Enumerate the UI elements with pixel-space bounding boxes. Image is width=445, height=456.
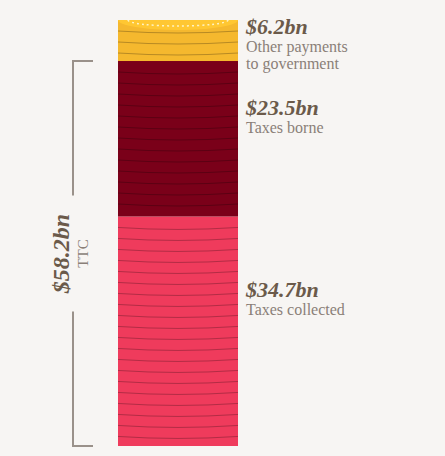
svg-text:TTC: TTC [75, 239, 91, 267]
svg-text:$34.7bn: $34.7bn [245, 277, 319, 302]
svg-text:$58.2bn: $58.2bn [48, 214, 74, 294]
svg-text:Other payments: Other payments [246, 38, 348, 56]
svg-text:Taxes collected: Taxes collected [246, 301, 345, 318]
svg-text:$6.2bn: $6.2bn [245, 14, 308, 39]
svg-text:Taxes borne: Taxes borne [246, 119, 324, 136]
svg-text:to government: to government [246, 55, 339, 73]
svg-text:$23.5bn: $23.5bn [245, 95, 319, 120]
